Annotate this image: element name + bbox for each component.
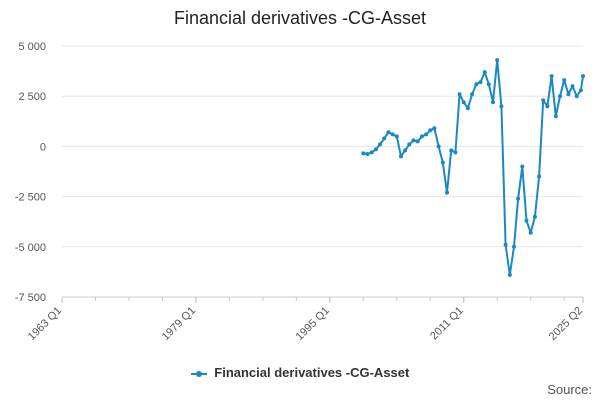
data-point xyxy=(440,160,445,165)
y-tick-label: -2 500 xyxy=(15,192,46,204)
data-point xyxy=(570,84,575,89)
data-point xyxy=(382,136,387,141)
grid-layer xyxy=(62,45,583,298)
data-point xyxy=(545,104,550,109)
data-point xyxy=(432,126,437,131)
x-tick-label: 2011 Q1 xyxy=(428,305,466,343)
data-point xyxy=(378,142,382,147)
data-point xyxy=(495,58,500,63)
data-point xyxy=(453,150,458,155)
data-point xyxy=(474,82,479,87)
data-point xyxy=(470,92,475,97)
data-point xyxy=(386,130,391,135)
data-point xyxy=(436,144,441,149)
data-point xyxy=(541,98,546,103)
data-point xyxy=(566,92,571,97)
data-point xyxy=(403,148,408,153)
source-label[interactable]: Source: xyxy=(547,382,592,397)
data-point xyxy=(581,74,585,79)
data-point xyxy=(365,152,370,156)
data-point xyxy=(465,106,470,111)
data-point xyxy=(562,78,567,83)
y-tick-label: 0 xyxy=(40,141,46,153)
data-point xyxy=(449,148,454,153)
data-point xyxy=(549,74,554,79)
y-tick-label: 2 500 xyxy=(18,91,46,103)
data-point xyxy=(407,142,412,147)
legend-label: Financial derivatives -CG-Asset xyxy=(214,365,410,380)
data-point xyxy=(394,134,399,139)
data-point xyxy=(558,94,562,99)
data-point xyxy=(373,147,378,152)
data-point xyxy=(428,128,433,133)
y-tick-label: 5 000 xyxy=(18,41,46,53)
data-point xyxy=(524,218,529,223)
data-point xyxy=(415,139,420,144)
data-point xyxy=(419,134,424,139)
x-tick-label: 2025 Q2 xyxy=(547,305,585,343)
x-tick-label: 1979 Q1 xyxy=(160,305,198,343)
data-point xyxy=(516,196,521,201)
data-point xyxy=(457,92,462,97)
data-point xyxy=(399,154,403,159)
data-point xyxy=(574,94,579,99)
data-point xyxy=(369,150,374,155)
data-point xyxy=(507,272,512,277)
data-point xyxy=(482,70,487,75)
legend[interactable]: Financial derivatives -CG-Asset xyxy=(0,365,600,380)
data-point xyxy=(528,230,533,235)
data-point xyxy=(461,100,466,105)
data-point xyxy=(390,132,395,137)
data-point xyxy=(512,244,516,249)
series-layer xyxy=(361,58,585,277)
data-point xyxy=(553,114,558,119)
x-tick-label: 1963 Q1 xyxy=(26,305,64,343)
data-point xyxy=(411,138,416,143)
chart-title: Financial derivatives -CG-Asset xyxy=(173,8,427,28)
data-point xyxy=(532,214,537,219)
data-point xyxy=(503,242,508,247)
data-point xyxy=(445,190,449,195)
data-point xyxy=(537,174,542,179)
data-point xyxy=(520,164,525,169)
data-point xyxy=(499,104,504,109)
data-point xyxy=(578,88,583,93)
series-line xyxy=(363,59,584,276)
data-point xyxy=(478,80,483,85)
data-point xyxy=(486,82,491,87)
y-tick-label: -5 000 xyxy=(15,242,46,254)
data-point xyxy=(491,100,495,105)
data-point xyxy=(361,151,366,156)
y-tick-label: -7 500 xyxy=(15,292,46,304)
legend-swatch xyxy=(190,370,207,377)
data-point xyxy=(424,132,429,137)
x-tick-label: 1995 Q1 xyxy=(294,305,332,343)
